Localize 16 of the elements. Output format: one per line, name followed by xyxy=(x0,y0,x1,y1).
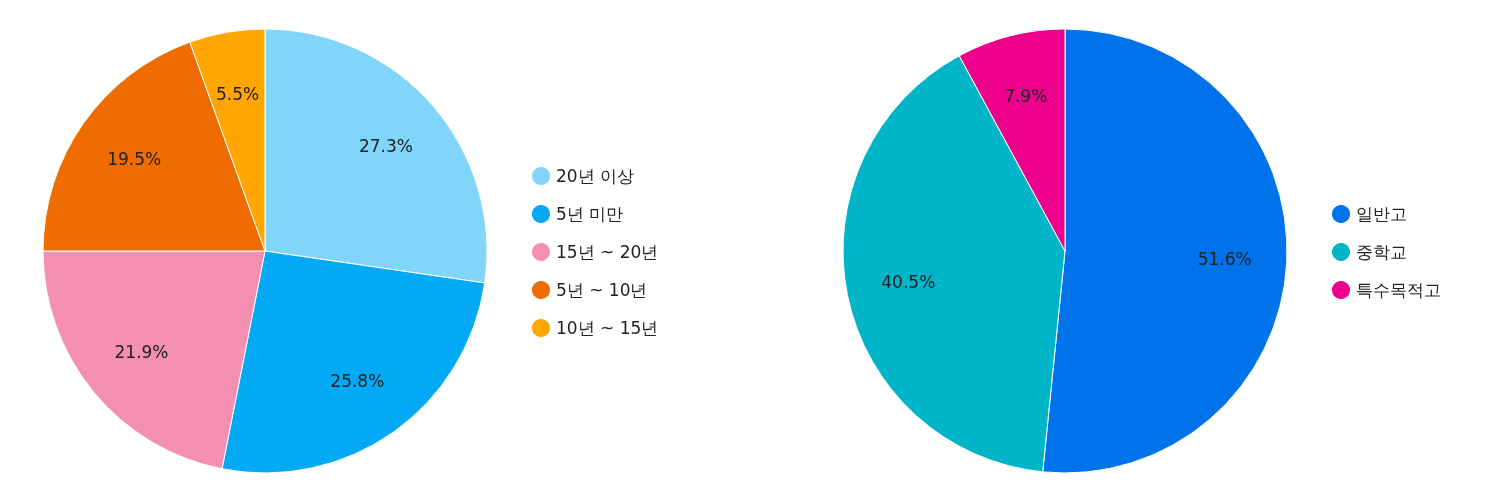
legend-label: 5년 미만 xyxy=(556,204,624,224)
data-label: 25.8% xyxy=(330,371,385,392)
data-label: 40.5% xyxy=(881,272,936,293)
legend-label: 중학교 xyxy=(1356,242,1407,262)
legend-label: 20년 이상 xyxy=(556,166,635,186)
data-label: 27.3% xyxy=(358,136,413,157)
legend-label: 일반고 xyxy=(1356,204,1407,224)
legend-label: 10년 ~ 15년 xyxy=(556,318,659,338)
data-label: 7.9% xyxy=(1004,86,1048,107)
data-label: 51.6% xyxy=(1197,249,1252,270)
legend-label: 15년 ~ 20년 xyxy=(556,242,659,262)
data-label: 5.5% xyxy=(215,83,260,104)
data-label: 21.9% xyxy=(114,342,169,363)
legend-label: 특수목적고 xyxy=(1356,280,1441,300)
legend-label: 5년 ~ 10년 xyxy=(556,280,648,300)
data-label: 19.5% xyxy=(107,149,162,170)
